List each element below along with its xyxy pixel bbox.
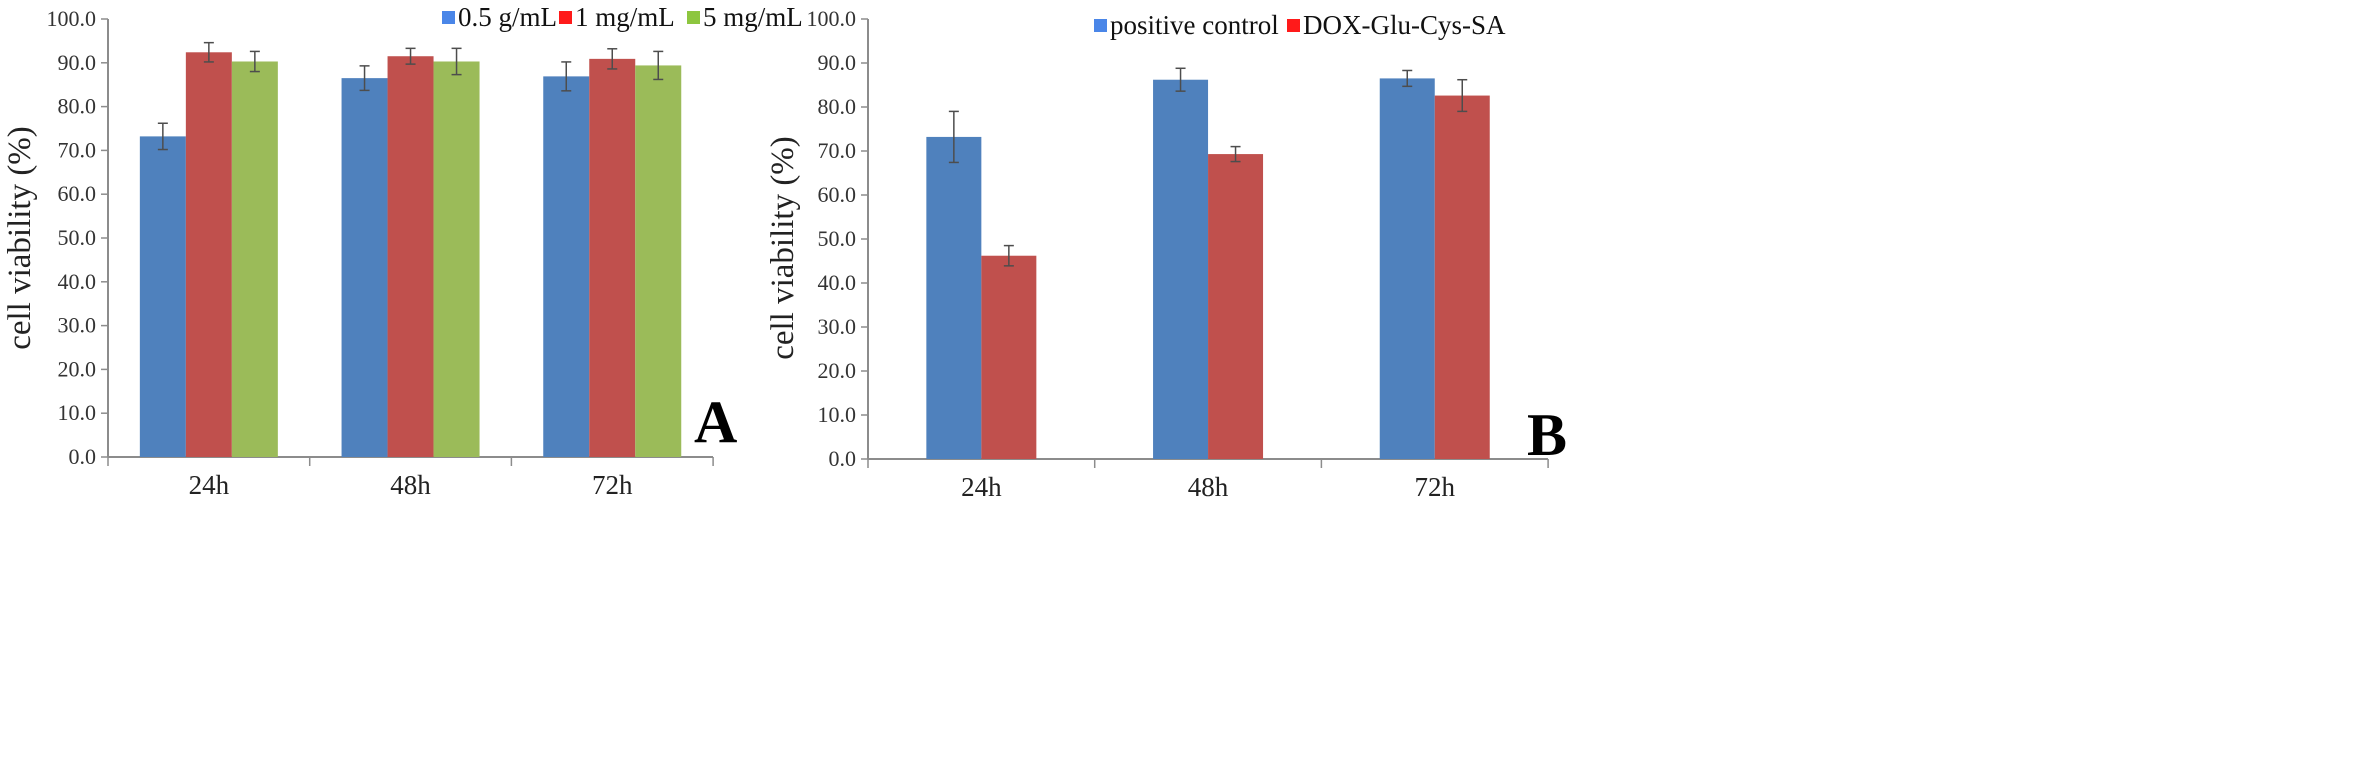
y-tick-label: 100.0 <box>807 6 857 31</box>
panel-label: B <box>1527 402 1567 468</box>
y-tick-label: 50.0 <box>818 226 857 251</box>
legend-label: 0.5 g/mL <box>458 2 557 32</box>
bar <box>543 76 590 458</box>
legend-swatch <box>1287 19 1300 32</box>
x-tick-label: 24h <box>189 470 230 500</box>
y-axis-label: cell viability (%) <box>765 136 801 360</box>
bar <box>387 56 434 457</box>
panel-label: A <box>694 389 737 455</box>
y-tick-label: 40.0 <box>818 270 857 295</box>
y-tick-label: 30.0 <box>58 313 97 338</box>
x-tick-label: 72h <box>592 470 633 500</box>
y-axis-label: cell viability (%) <box>2 126 38 350</box>
y-tick-label: 60.0 <box>818 182 857 207</box>
y-tick-label: 10.0 <box>818 402 857 427</box>
y-tick-label: 60.0 <box>58 181 97 206</box>
bar <box>926 136 982 460</box>
x-tick-label: 48h <box>390 470 431 500</box>
bar <box>185 52 232 458</box>
bar <box>1208 154 1264 459</box>
bar <box>341 78 388 457</box>
bar <box>589 58 636 457</box>
bar <box>139 136 186 457</box>
y-tick-label: 30.0 <box>818 314 857 339</box>
chart-a: 0.0 10.0 20.0 30.0 40.0 50.0 60.0 70.0 80.0 90.0 1… <box>2 2 803 500</box>
y-tick-label: 70.0 <box>58 137 97 162</box>
y-tick-label: 90.0 <box>818 50 857 75</box>
y-tick-label: 20.0 <box>58 356 97 381</box>
legend-swatch <box>442 11 455 24</box>
bar <box>1434 95 1490 459</box>
y-tick-label: 100.0 <box>47 6 97 31</box>
y-tick-label: 80.0 <box>58 94 97 119</box>
bar <box>1379 78 1435 460</box>
chart-b: 0.0 10.0 20.0 30.0 40.0 50.0 60.0 70.0 80.0 90.0 1… <box>765 6 1567 502</box>
legend-label: 5 mg/mL <box>703 2 803 32</box>
y-tick-label: 10.0 <box>58 400 97 425</box>
legend-label: 1 mg/mL <box>575 2 675 32</box>
legend-swatch <box>1094 19 1107 32</box>
x-tick-label: 48h <box>1188 472 1229 502</box>
y-tick-label: 20.0 <box>818 358 857 383</box>
bar <box>231 61 278 458</box>
y-tick-label: 40.0 <box>58 269 97 294</box>
bar <box>981 255 1037 459</box>
x-tick-label: 72h <box>1415 472 1456 502</box>
bar <box>635 65 682 457</box>
bar <box>433 61 480 458</box>
legend-swatch <box>559 11 572 24</box>
y-tick-label: 50.0 <box>58 225 97 250</box>
y-tick-label: 90.0 <box>58 50 97 75</box>
y-tick-label: 0.0 <box>829 446 857 471</box>
y-tick-label: 80.0 <box>818 94 857 119</box>
bar <box>1153 79 1209 459</box>
y-tick-label: 70.0 <box>818 138 857 163</box>
legend-label: positive control <box>1110 10 1279 40</box>
y-tick-label: 0.0 <box>69 444 97 469</box>
legend-swatch <box>687 11 700 24</box>
x-tick-label: 24h <box>961 472 1002 502</box>
legend-label: DOX-Glu-Cys-SA <box>1303 10 1506 40</box>
